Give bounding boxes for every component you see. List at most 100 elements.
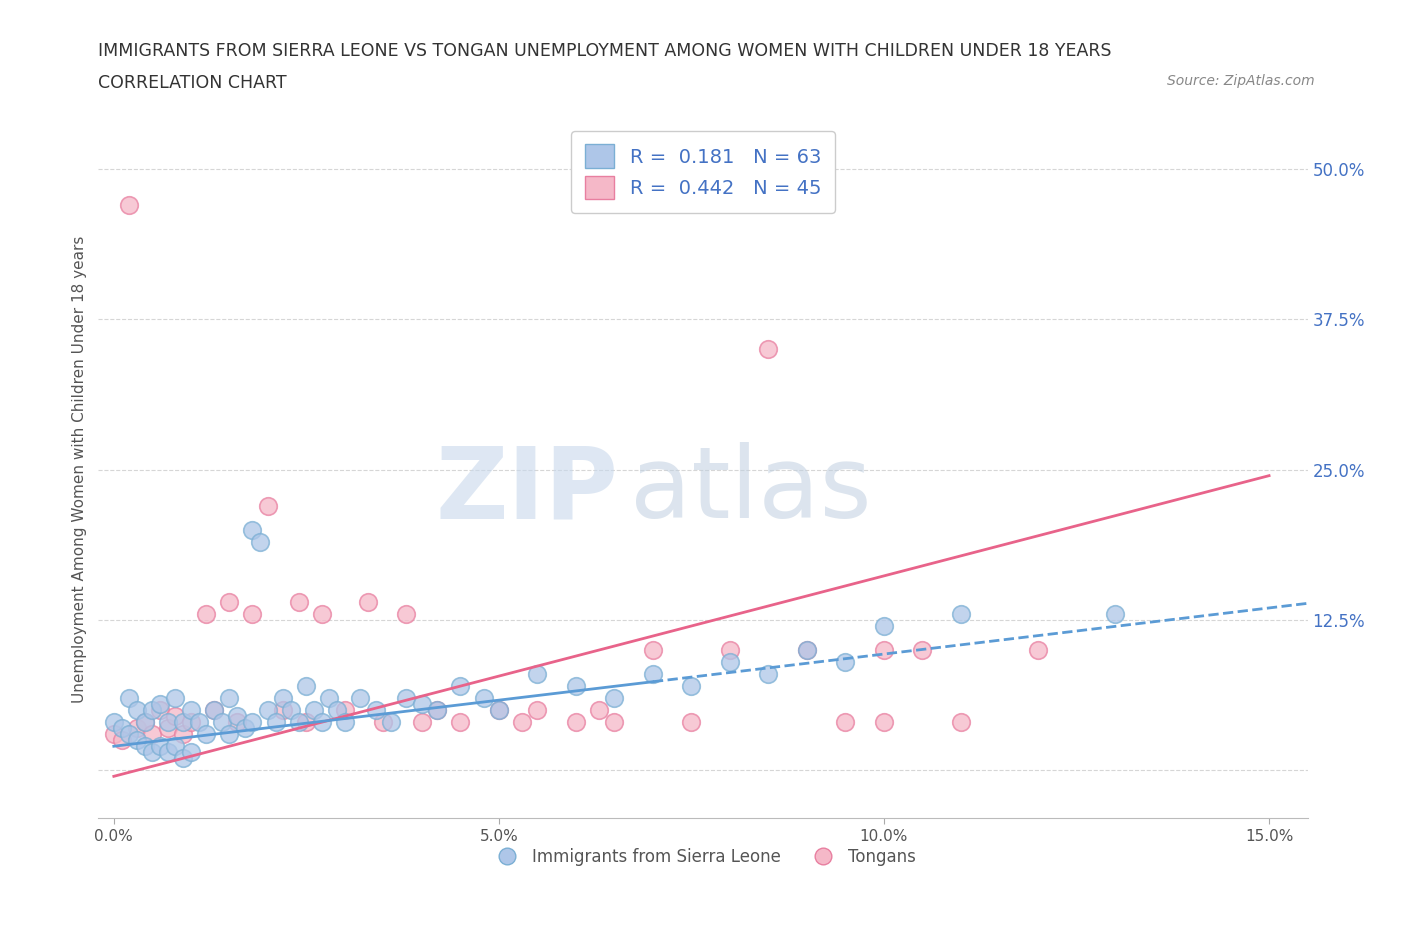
- Point: [395, 691, 418, 706]
- Point: [218, 726, 240, 741]
- Point: [180, 745, 202, 760]
- Point: [603, 691, 626, 706]
- Point: [873, 618, 896, 633]
- Point: [149, 697, 172, 711]
- Point: [149, 703, 172, 718]
- Point: [156, 715, 179, 730]
- Point: [333, 715, 356, 730]
- Point: [218, 594, 240, 609]
- Point: [565, 679, 588, 694]
- Point: [202, 703, 225, 718]
- Point: [242, 715, 264, 730]
- Point: [118, 198, 141, 213]
- Point: [588, 703, 610, 718]
- Point: [233, 721, 256, 736]
- Point: [156, 721, 179, 736]
- Point: [950, 606, 973, 621]
- Point: [911, 643, 934, 658]
- Point: [242, 606, 264, 621]
- Point: [834, 655, 856, 670]
- Point: [718, 655, 741, 670]
- Point: [302, 703, 325, 718]
- Point: [257, 498, 280, 513]
- Point: [172, 751, 194, 765]
- Point: [681, 715, 703, 730]
- Point: [380, 715, 402, 730]
- Point: [1026, 643, 1049, 658]
- Point: [141, 703, 163, 718]
- Point: [180, 715, 202, 730]
- Point: [565, 715, 588, 730]
- Point: [103, 726, 125, 741]
- Text: Source: ZipAtlas.com: Source: ZipAtlas.com: [1167, 74, 1315, 88]
- Point: [318, 691, 340, 706]
- Point: [395, 606, 418, 621]
- Point: [472, 691, 495, 706]
- Point: [426, 703, 449, 718]
- Point: [156, 745, 179, 760]
- Point: [211, 715, 233, 730]
- Point: [449, 715, 471, 730]
- Point: [364, 703, 387, 718]
- Point: [134, 715, 156, 730]
- Point: [172, 726, 194, 741]
- Point: [180, 703, 202, 718]
- Point: [510, 715, 533, 730]
- Point: [641, 667, 664, 682]
- Point: [226, 709, 249, 724]
- Point: [125, 721, 148, 736]
- Point: [187, 715, 209, 730]
- Point: [718, 643, 741, 658]
- Point: [449, 679, 471, 694]
- Point: [526, 667, 548, 682]
- Point: [249, 535, 271, 550]
- Point: [280, 703, 302, 718]
- Point: [134, 715, 156, 730]
- Point: [411, 715, 433, 730]
- Point: [796, 643, 818, 658]
- Y-axis label: Unemployment Among Women with Children Under 18 years: Unemployment Among Women with Children U…: [72, 236, 87, 703]
- Point: [218, 691, 240, 706]
- Text: IMMIGRANTS FROM SIERRA LEONE VS TONGAN UNEMPLOYMENT AMONG WOMEN WITH CHILDREN UN: IMMIGRANTS FROM SIERRA LEONE VS TONGAN U…: [98, 42, 1112, 60]
- Point: [326, 703, 349, 718]
- Text: ZIP: ZIP: [436, 442, 619, 539]
- Point: [103, 715, 125, 730]
- Point: [526, 703, 548, 718]
- Point: [834, 715, 856, 730]
- Point: [357, 594, 380, 609]
- Point: [426, 703, 449, 718]
- Point: [349, 691, 371, 706]
- Point: [271, 691, 294, 706]
- Point: [195, 726, 218, 741]
- Point: [165, 738, 187, 753]
- Point: [950, 715, 973, 730]
- Point: [149, 738, 172, 753]
- Point: [295, 715, 318, 730]
- Point: [287, 715, 309, 730]
- Point: [110, 733, 132, 748]
- Point: [641, 643, 664, 658]
- Point: [1104, 606, 1126, 621]
- Point: [118, 691, 141, 706]
- Point: [796, 643, 818, 658]
- Point: [125, 733, 148, 748]
- Point: [488, 703, 510, 718]
- Point: [488, 703, 510, 718]
- Point: [134, 738, 156, 753]
- Point: [287, 594, 309, 609]
- Point: [110, 721, 132, 736]
- Point: [373, 715, 395, 730]
- Point: [118, 726, 141, 741]
- Point: [758, 667, 780, 682]
- Point: [873, 715, 896, 730]
- Point: [165, 691, 187, 706]
- Point: [271, 703, 294, 718]
- Point: [172, 715, 194, 730]
- Point: [141, 726, 163, 741]
- Point: [311, 606, 333, 621]
- Point: [125, 703, 148, 718]
- Point: [202, 703, 225, 718]
- Text: CORRELATION CHART: CORRELATION CHART: [98, 74, 287, 92]
- Legend: Immigrants from Sierra Leone, Tongans: Immigrants from Sierra Leone, Tongans: [484, 842, 922, 873]
- Point: [141, 745, 163, 760]
